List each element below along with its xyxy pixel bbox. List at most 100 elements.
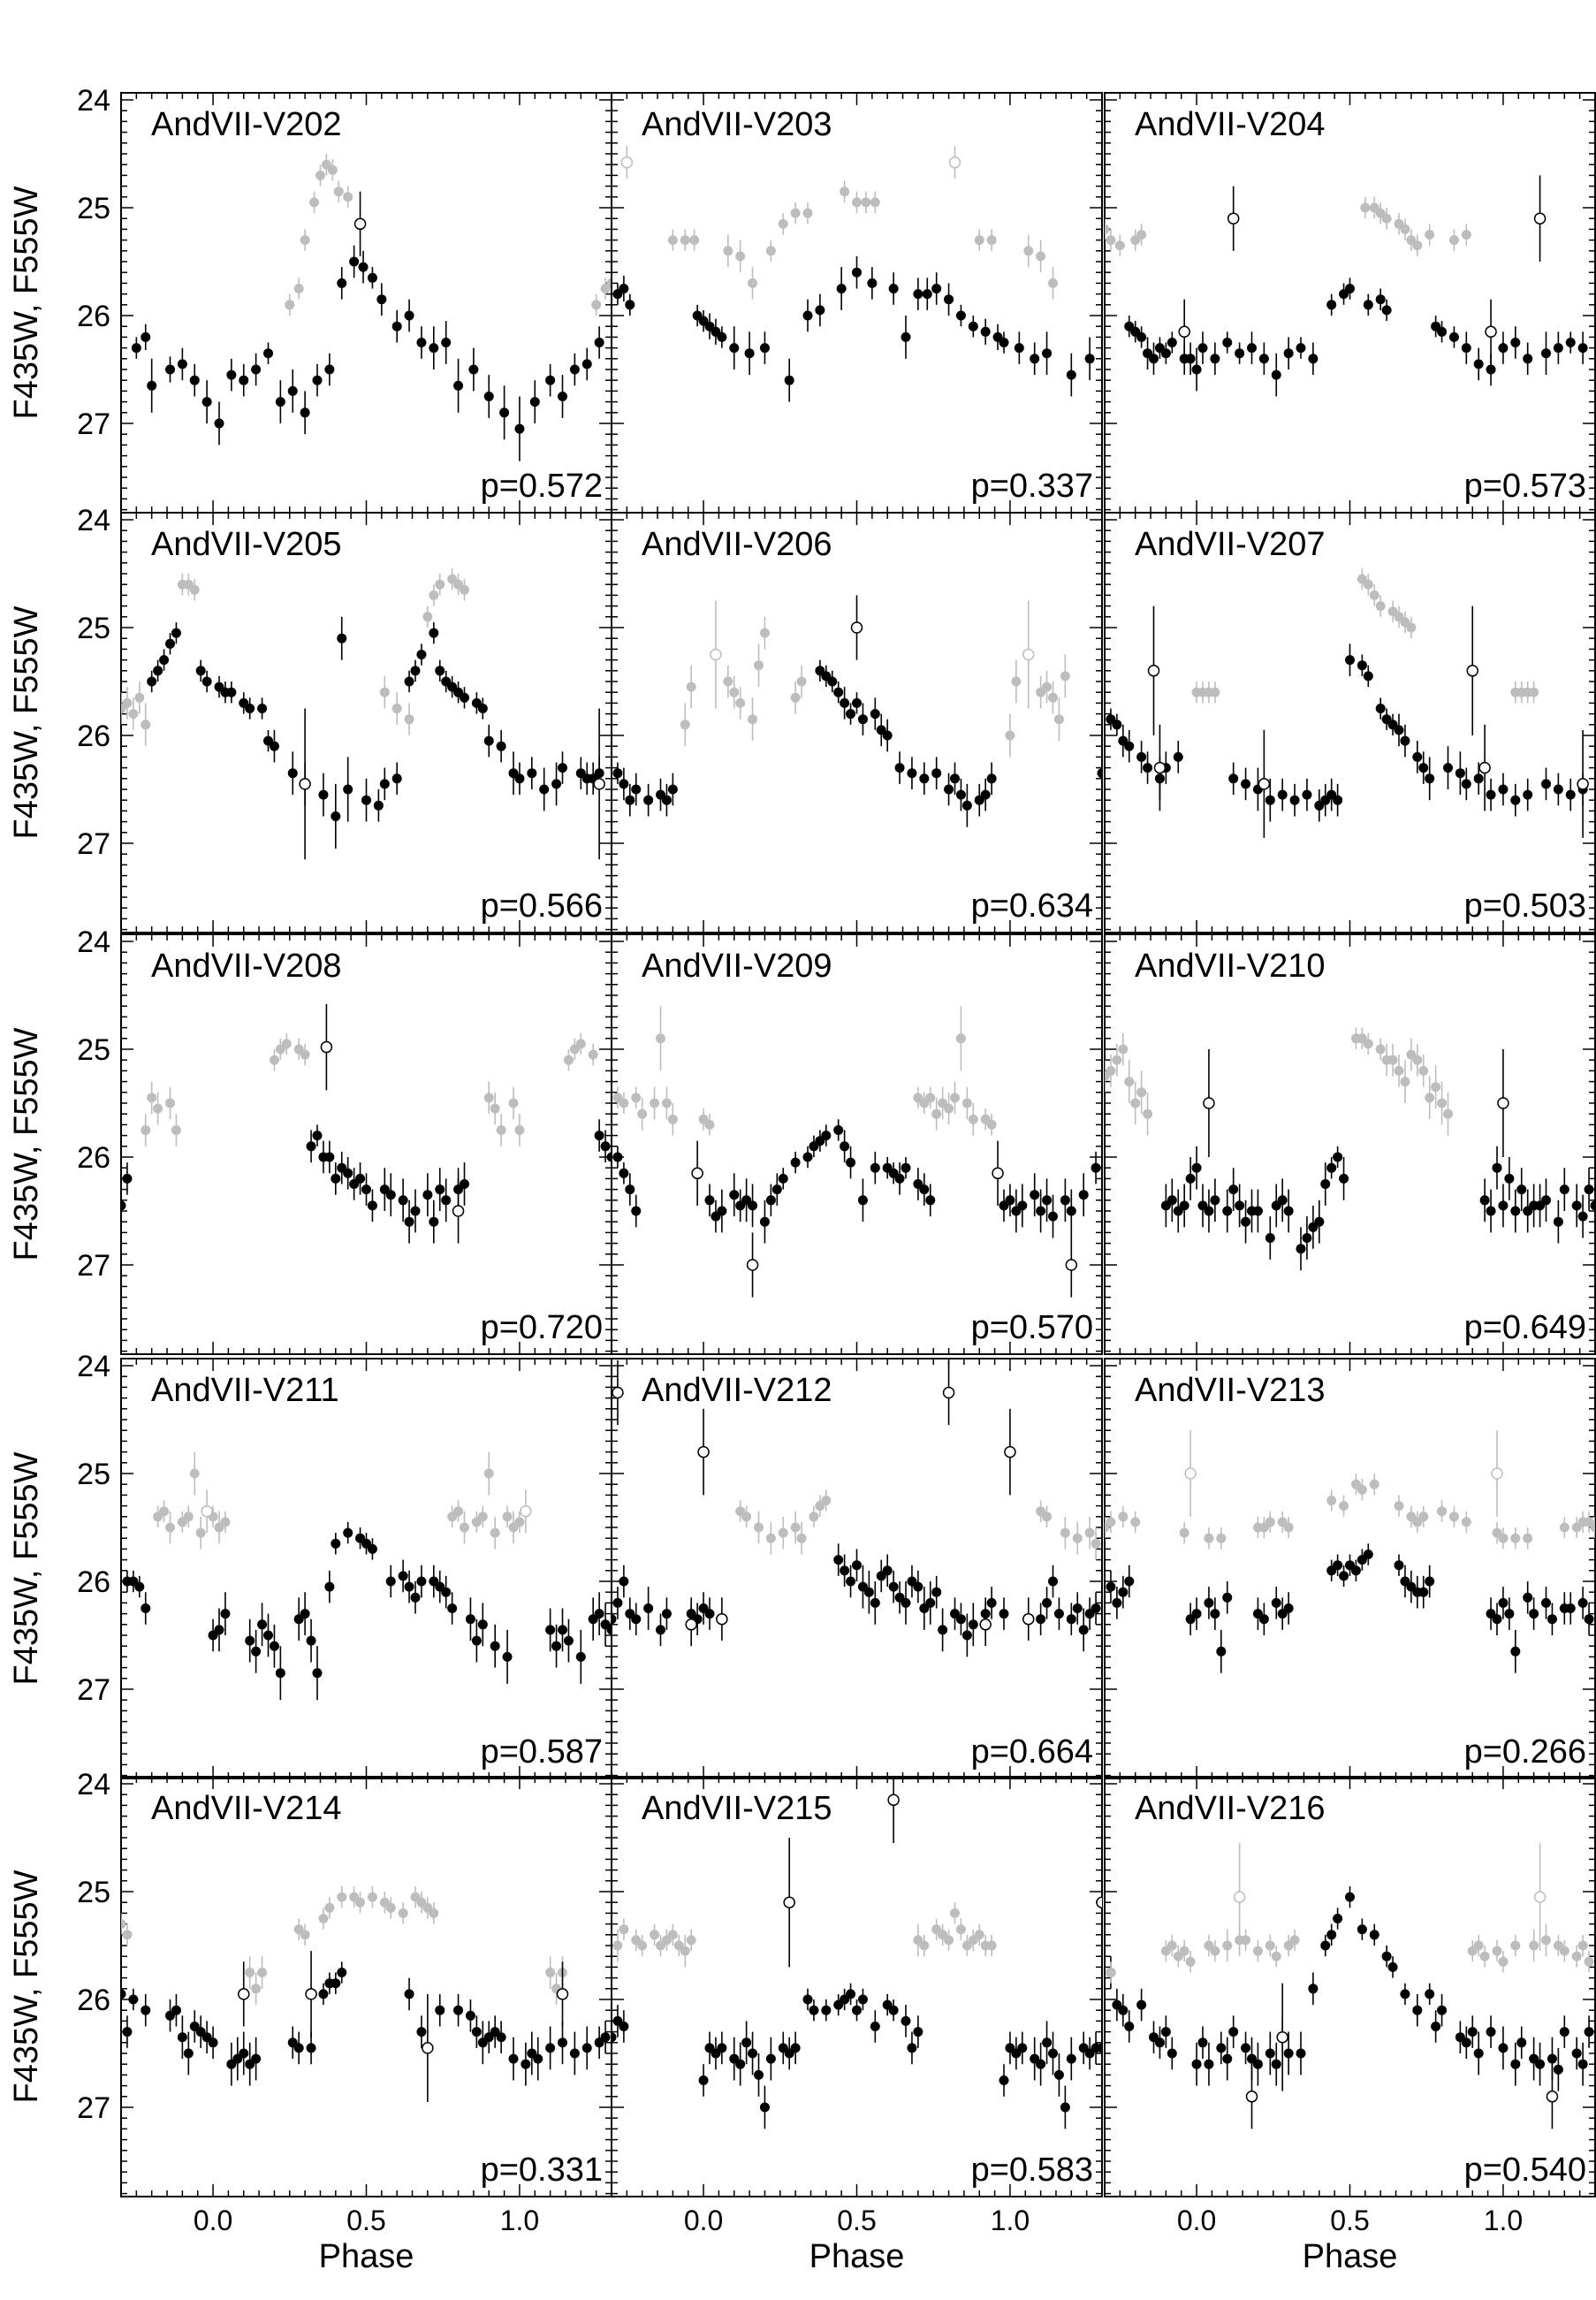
panel-title: AndVII-V215 <box>642 1790 832 1827</box>
data-point <box>159 1506 170 1517</box>
data-point <box>790 208 801 218</box>
data-point <box>1179 1200 1189 1211</box>
data-point <box>1498 2043 1509 2053</box>
data-point <box>1412 751 1423 762</box>
data-point <box>821 2005 832 2015</box>
data-point <box>287 768 298 779</box>
data-point <box>141 2005 151 2015</box>
series-f435w <box>612 1902 997 1968</box>
data-point <box>1005 1195 1015 1206</box>
data-point <box>661 1609 672 1619</box>
data-point <box>1461 2037 1471 2048</box>
data-point <box>1431 1082 1441 1093</box>
data-point <box>1265 795 1275 805</box>
data-point <box>1418 763 1429 773</box>
data-point <box>1167 1940 1177 1951</box>
data-point <box>612 2032 617 2043</box>
data-point <box>1160 348 1171 359</box>
data-point <box>367 1892 377 1902</box>
data-point <box>1345 1892 1355 1902</box>
data-point <box>656 1033 665 1044</box>
data-point <box>1523 1592 1533 1603</box>
data-point <box>581 359 592 369</box>
data-point <box>1179 1946 1189 1956</box>
data-point <box>165 364 175 375</box>
data-point <box>1584 1614 1594 1625</box>
data-point <box>1571 2048 1582 2059</box>
data-point <box>300 407 310 418</box>
data-point <box>153 1103 163 1114</box>
data-point <box>514 773 525 784</box>
data-point <box>545 1968 556 1977</box>
data-point <box>429 1908 439 1918</box>
data-point <box>1296 2048 1306 2059</box>
data-point <box>1136 1087 1147 1098</box>
data-point <box>1241 1935 1251 1946</box>
panel-andvii-v202: AndVII-V202 p=0.572 <box>120 92 612 514</box>
data-point <box>870 2022 880 2031</box>
data-point <box>1017 2043 1028 2053</box>
data-point <box>1036 1206 1046 1216</box>
data-point <box>1516 1184 1527 1195</box>
data-point <box>729 687 740 697</box>
data-point <box>1154 2037 1165 2048</box>
data-point <box>1510 2059 1521 2069</box>
data-point <box>141 1603 151 1613</box>
data-point <box>667 1114 678 1124</box>
data-point <box>514 1125 525 1135</box>
axis-ticks <box>1104 934 1596 1354</box>
data-point <box>1136 751 1147 762</box>
series-f435w-open <box>710 600 1035 709</box>
data-point <box>1394 1501 1404 1512</box>
panel-andvii-v205: AndVII-V205 p=0.566 <box>120 512 612 933</box>
data-point <box>122 697 133 708</box>
data-point <box>1048 1211 1058 1222</box>
data-point <box>318 1914 329 1923</box>
data-point <box>686 1935 696 1946</box>
data-point <box>1042 348 1053 359</box>
data-point <box>333 187 344 197</box>
data-point <box>870 709 880 720</box>
data-point <box>300 1930 310 1940</box>
data-point <box>1541 348 1551 359</box>
data-point <box>833 1125 844 1135</box>
panel-frame <box>611 92 1103 514</box>
data-point <box>404 1989 414 1999</box>
data-point <box>667 1930 678 1940</box>
data-point <box>245 704 255 713</box>
data-point <box>379 687 390 697</box>
data-point <box>1289 1935 1300 1946</box>
data-point <box>477 1619 488 1630</box>
data-point <box>320 1040 333 1054</box>
data-point <box>754 1522 764 1533</box>
data-point <box>999 1609 1009 1619</box>
data-point <box>821 1496 832 1505</box>
data-point <box>1147 665 1160 677</box>
data-point <box>1023 246 1034 256</box>
data-point <box>802 310 813 321</box>
data-point <box>913 2027 923 2037</box>
data-point <box>527 768 537 779</box>
data-point <box>1478 761 1491 774</box>
data-point <box>1590 1522 1595 1533</box>
series-f555w-open <box>1203 1049 1509 1157</box>
data-point <box>619 1098 629 1108</box>
series-f435w <box>1105 196 1471 256</box>
data-point <box>1048 1576 1058 1587</box>
data-point <box>545 1625 556 1635</box>
panel-title: AndVII-V213 <box>1135 1372 1325 1409</box>
data-layer <box>612 595 1102 827</box>
data-point <box>1066 1614 1076 1625</box>
data-point <box>551 779 562 789</box>
axis-ticks <box>1104 513 1596 933</box>
data-point <box>698 2075 709 2085</box>
y-axis-title: F435W, F555W <box>8 186 45 419</box>
data-point <box>1084 1527 1095 1538</box>
data-point <box>1498 343 1509 354</box>
panel-andvii-v214: AndVII-V214 p=0.331 <box>120 1776 612 2197</box>
data-point <box>1541 1195 1551 1206</box>
axis-ticks <box>611 934 1103 1354</box>
data-point <box>1565 1603 1576 1613</box>
data-point <box>680 720 690 730</box>
data-point <box>269 1641 279 1651</box>
